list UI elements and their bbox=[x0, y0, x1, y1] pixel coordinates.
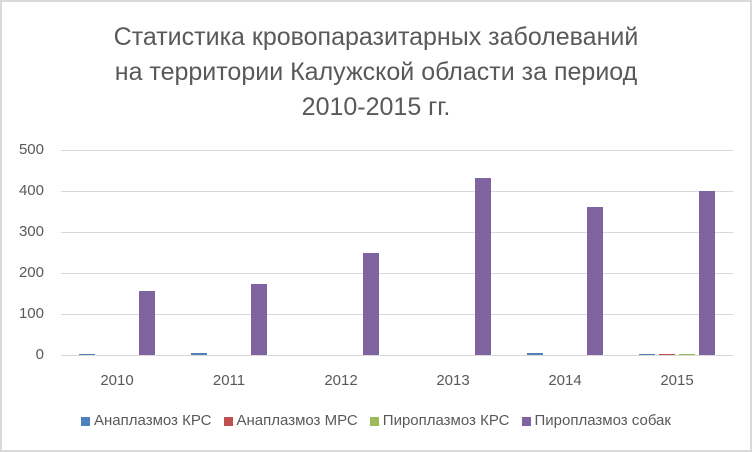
chart-title: Статистика кровопаразитарных заболеваний… bbox=[0, 20, 752, 125]
bar-2010-series-3 bbox=[139, 291, 155, 355]
bar-2014-series-3 bbox=[587, 207, 603, 355]
bar-2011-series-3 bbox=[251, 284, 267, 355]
legend-item: Анаплазмоз МРС bbox=[223, 412, 358, 430]
legend-label: Анаплазмоз МРС bbox=[236, 412, 358, 429]
bar-2011-series-0 bbox=[191, 353, 207, 355]
gridline bbox=[61, 232, 733, 233]
gridline bbox=[61, 150, 733, 151]
bar-2013-series-3 bbox=[475, 178, 491, 355]
y-tick-label: 200 bbox=[18, 264, 44, 281]
gridline bbox=[61, 191, 733, 192]
bar-2015-series-0 bbox=[639, 354, 655, 355]
bar-2010-series-0 bbox=[79, 354, 95, 355]
x-tick-label: 2015 bbox=[660, 372, 694, 389]
bar-2012-series-3 bbox=[363, 253, 379, 355]
gridline bbox=[61, 314, 733, 315]
y-tick-label: 500 bbox=[18, 141, 44, 158]
x-tick-label: 2011 bbox=[212, 372, 246, 389]
legend-label: Пироплазмоз собак bbox=[534, 412, 671, 429]
chart-title-line-1: Статистика кровопаразитарных заболеваний bbox=[113, 23, 639, 51]
legend-item: Пироплазмоз собак bbox=[521, 412, 671, 430]
gridline bbox=[61, 355, 733, 356]
legend-swatch-icon bbox=[223, 416, 233, 426]
x-tick-label: 2012 bbox=[324, 372, 358, 389]
bar-2015-series-1 bbox=[659, 354, 675, 355]
legend-swatch-icon bbox=[369, 416, 379, 426]
x-tick-label: 2010 bbox=[100, 372, 134, 389]
legend-swatch-icon bbox=[521, 416, 531, 426]
bar-2015-series-2 bbox=[679, 354, 695, 355]
legend: Анаплазмоз КРС Анаплазмоз МРС Пироплазмоз … bbox=[0, 412, 752, 430]
legend-label: Пироплазмоз КРС bbox=[382, 412, 510, 429]
gridline bbox=[61, 273, 733, 274]
bar-2015-series-3 bbox=[699, 191, 715, 355]
x-tick-label: 2013 bbox=[436, 372, 470, 389]
y-tick-label: 300 bbox=[18, 223, 44, 240]
y-tick-label: 400 bbox=[18, 182, 44, 199]
chart-title-line-3: 2010-2015 гг. bbox=[301, 93, 451, 121]
legend-item: Пироплазмоз КРС bbox=[369, 412, 510, 430]
x-tick-label: 2014 bbox=[548, 372, 582, 389]
y-tick-label: 100 bbox=[18, 305, 44, 322]
legend-swatch-icon bbox=[81, 416, 91, 426]
y-tick-label: 0 bbox=[35, 346, 44, 363]
bar-2014-series-0 bbox=[527, 353, 543, 355]
legend-item: Анаплазмоз КРС bbox=[81, 412, 212, 430]
legend-label: Анаплазмоз КРС bbox=[94, 412, 212, 429]
chart-title-line-2: на территории Калужской области за перио… bbox=[114, 58, 638, 86]
